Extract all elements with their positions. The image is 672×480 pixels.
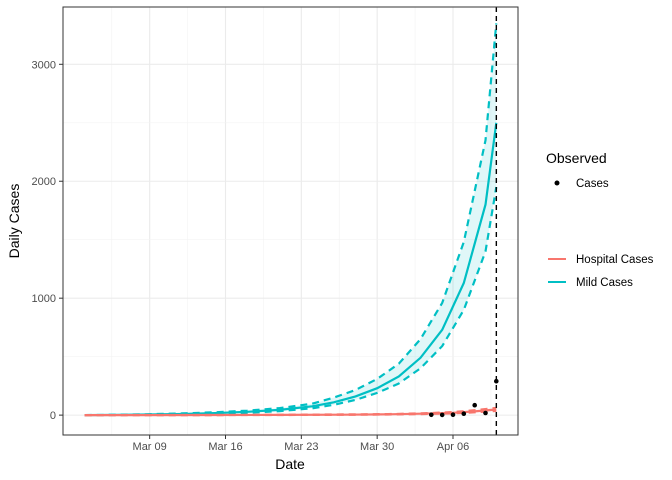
observed-point — [439, 412, 445, 418]
observed-point — [450, 412, 456, 418]
y-tick-label: 3000 — [32, 59, 56, 71]
x-tick-label: Mar 23 — [284, 441, 318, 453]
legend-key-cases — [554, 180, 560, 186]
y-axis-title: Daily Cases — [6, 184, 22, 259]
legend-label-mild: Mild Cases — [576, 277, 633, 289]
observed-points — [429, 378, 499, 418]
plot-panel — [63, 7, 518, 435]
x-tick-label: Mar 30 — [360, 441, 394, 453]
observed-point — [483, 410, 488, 416]
legend-label-cases: Cases — [576, 178, 609, 190]
plot-border — [62, 6, 519, 436]
x-axis: Mar 09 Mar 16 Mar 23 Mar 30 Apr 06 — [133, 435, 469, 453]
x-tick-label: Mar 09 — [133, 441, 167, 453]
legend: Observed Cases Hospital Cases Mild Cases — [546, 150, 654, 289]
x-axis-title: Date — [275, 456, 305, 472]
x-tick-label: Apr 06 — [437, 441, 469, 453]
observed-point — [461, 411, 467, 417]
observed-point — [494, 378, 499, 384]
observed-point — [429, 412, 434, 418]
x-tick-label: Mar 16 — [208, 441, 242, 453]
legend-title-observed: Observed — [546, 150, 607, 166]
series-layer — [84, 23, 498, 417]
y-axis: 0 1000 2000 3000 — [32, 59, 63, 422]
y-tick-label: 1000 — [32, 293, 56, 305]
y-tick-label: 2000 — [32, 176, 56, 188]
legend-label-hospital: Hospital Cases — [576, 254, 654, 266]
observed-point — [472, 402, 478, 408]
y-tick-label: 0 — [50, 410, 56, 422]
